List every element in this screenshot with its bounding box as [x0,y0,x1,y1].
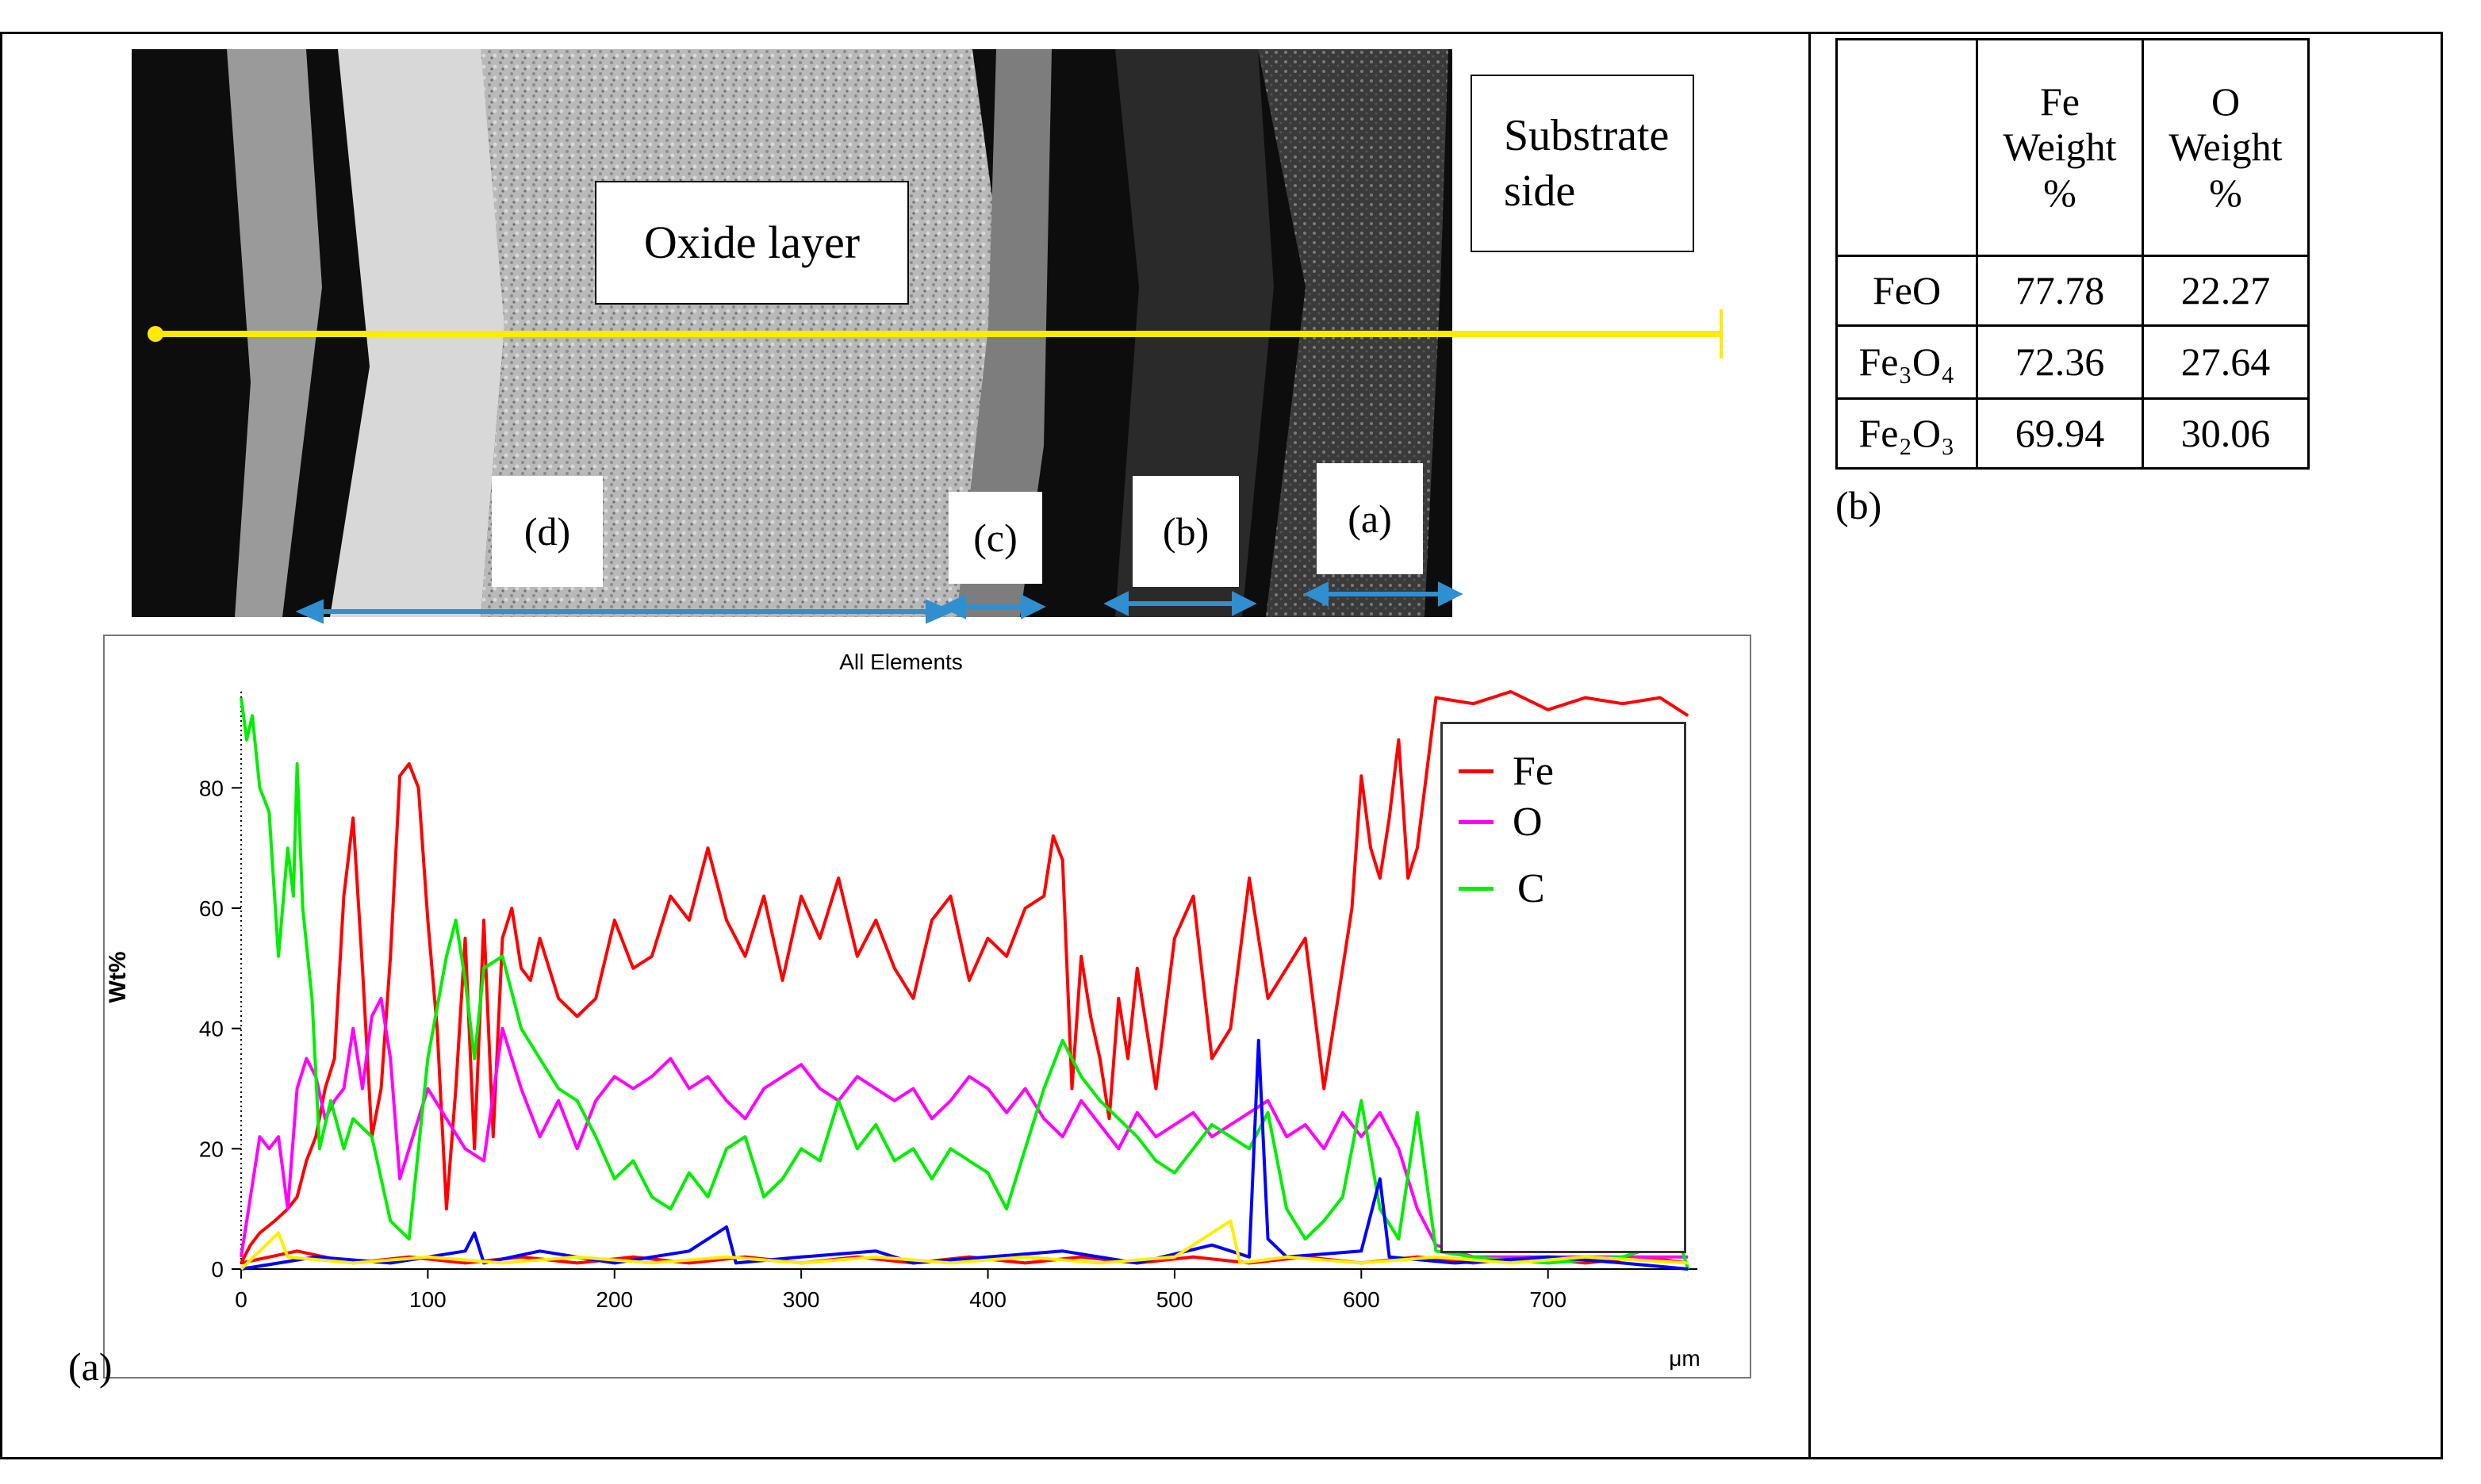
o-weight-cell: 22.27 [2142,255,2310,327]
legend-swatch-c [1459,887,1494,891]
x-tick-label: 600 [1343,1287,1380,1312]
figure-frame [0,32,2443,1459]
legend-label-o: O [1513,800,1543,845]
chart-title: All Elements [839,650,963,674]
y-axis-label: Wt% [105,952,131,1003]
legend-swatch-o [1459,820,1494,824]
y-tick-label: 40 [199,1017,224,1041]
legend-item-c: C [1459,865,1545,912]
legend-label-fe: Fe [1513,749,1554,794]
x-tick-label: 200 [596,1287,633,1312]
substrate-side-label: Substrate side [1471,75,1694,252]
header-fe-line1: Fe [2040,79,2080,124]
panel-label-b: (b) [1835,483,1882,527]
series-line-trace-5 [240,1219,1689,1271]
legend-swatch-fe [1459,769,1494,773]
y-tick-label: 60 [199,896,224,921]
table-header-fe: Fe Weight % [1976,38,2144,257]
x-tick-label: 400 [969,1287,1007,1312]
region-c-label: (c) [949,492,1042,584]
region-a-label: (a) [1317,463,1423,574]
x-tick-label: 700 [1529,1287,1566,1312]
fe-weight-cell: 72.36 [1976,324,2144,400]
compound-cell: FeO [1835,255,1978,327]
x-tick-label: 300 [783,1287,820,1312]
chart-svg: All Elements Wt% μm 0 100 200 300 400 500 600 7… [105,650,1701,1371]
fe-weight-cell: 69.94 [1976,397,2144,470]
table-header-empty [1835,38,1978,257]
header-o-line1: O [2211,79,2241,124]
legend-item-fe: Fe [1459,748,1554,795]
table-header-o: O Weight % [2142,38,2310,257]
header-o-line3: % [2209,170,2242,215]
region-b-label: (b) [1133,476,1239,587]
table-row: FeO 77.78 22.27 [1835,255,2310,327]
composition-table: Fe Weight % O Weight % FeO 77.78 22.27 F… [1835,38,2310,470]
region-d-label: (d) [492,476,603,587]
substrate-label-line2: side [1504,167,1576,216]
substrate-label-line1: Substrate [1504,111,1670,160]
y-tick-label: 20 [199,1137,224,1161]
x-axis-label: μm [1669,1346,1700,1371]
o-weight-cell: 27.64 [2142,324,2310,400]
table-row: Fe₂O₃ 69.94 30.06 [1835,397,2310,470]
legend-label-c: C [1517,866,1545,911]
chart-legend: Fe O C [1440,722,1686,1253]
fe-weight-cell: 77.78 [1976,255,2144,327]
chart-series-group [240,690,1690,1271]
series-line-o-2 [240,996,1689,1259]
header-fe-line3: % [2043,170,2076,215]
x-tick-label: 0 [235,1287,247,1312]
header-fe-line2: Weight [2003,125,2117,170]
o-weight-cell: 30.06 [2142,397,2310,470]
region-arrows [295,581,1463,624]
table-row: Fe₃O₄ 72.36 27.64 [1835,324,2310,400]
compound-cell: Fe₂O₃ [1835,397,1978,470]
series-line-fe-0 [240,690,1689,1264]
header-o-line2: Weight [2168,125,2283,170]
x-tick-label: 100 [409,1287,447,1312]
table-header-row: Fe Weight % O Weight % [1835,38,2310,257]
x-tick-label: 500 [1156,1287,1194,1312]
compound-cell: Fe₃O₄ [1835,324,1978,400]
panel-divider [1808,32,1811,1459]
y-tick-label: 80 [199,776,224,800]
series-line-trace-4 [240,1038,1689,1271]
y-tick-label: 0 [211,1257,224,1282]
panel-label-a: (a) [68,1344,113,1389]
legend-item-o: O [1459,799,1543,846]
line-scan-start [148,326,163,342]
chart-axes: 0 100 200 300 400 500 600 700 0 20 40 60 80 [199,692,1697,1312]
line-scan-chart: All Elements Wt% μm 0 100 200 300 400 500 600 7… [103,635,1751,1379]
series-line-c-3 [240,697,1690,1270]
oxide-layer-label: Oxide layer [595,181,909,305]
